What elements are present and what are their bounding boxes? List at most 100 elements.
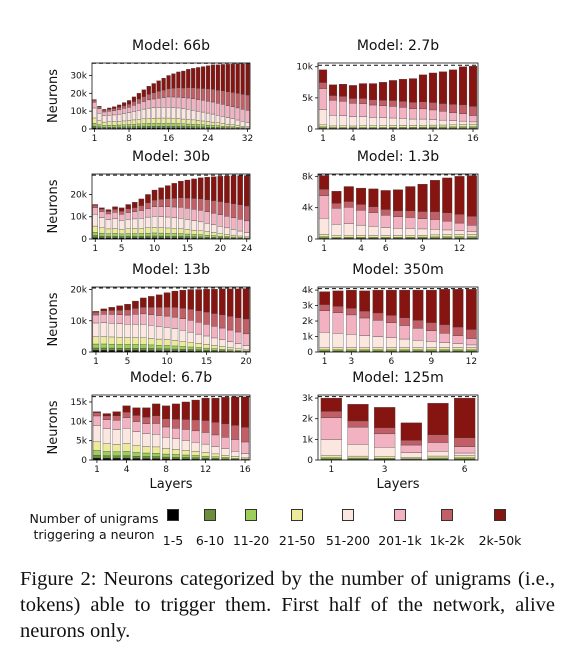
bar-segment [203, 344, 210, 349]
bar-segment [145, 227, 151, 234]
bar-segment [118, 229, 125, 235]
bar-segment [398, 79, 408, 102]
bar-segment [131, 96, 137, 102]
bar-segment [132, 344, 139, 349]
x-tick-label: 4 [350, 134, 356, 144]
bar-segment [378, 82, 388, 101]
x-tick-label: 8 [390, 134, 396, 144]
bar-segment [158, 227, 164, 234]
bar-segment [151, 92, 156, 100]
bar-segment [117, 104, 122, 108]
bar-segment [112, 126, 117, 129]
bar-segment [220, 116, 225, 124]
bar-segment [338, 84, 348, 97]
bar-segment [224, 234, 230, 237]
legend-swatch [167, 509, 179, 521]
x-tick-label: 5 [125, 357, 131, 367]
bar-segment [452, 326, 464, 337]
bar-segment [427, 442, 449, 452]
bar-segment [204, 231, 210, 236]
bar-segment [442, 220, 453, 231]
bar-segment [380, 227, 391, 236]
bar-segment [107, 115, 112, 122]
bar-segment [191, 399, 200, 421]
legend-item-201-1k: 201-1k [377, 509, 423, 548]
panel-title: Model: 6.7b [130, 370, 212, 386]
bar-segment [181, 118, 186, 124]
bar-segment [385, 289, 397, 316]
bar-segment [359, 335, 371, 348]
bar-segment [162, 453, 171, 458]
bar-segment [438, 71, 448, 104]
bar-segment [171, 348, 179, 351]
bar-segment [429, 219, 440, 230]
y-axis-label: Neurons [46, 69, 61, 123]
bar-segment [163, 339, 171, 346]
bar-segment [231, 439, 240, 452]
bar-segment [201, 100, 206, 113]
bar-segment [107, 126, 112, 129]
bar-segment [358, 125, 368, 128]
bar-segment [452, 343, 464, 348]
bar-segment [184, 219, 191, 230]
bar-segment [347, 455, 369, 459]
bar-segment [210, 64, 216, 90]
bar-segment [102, 111, 107, 116]
bar-segment [230, 203, 237, 218]
bar-segment [231, 456, 240, 459]
bar-segment [151, 189, 158, 201]
bar-segment [142, 407, 151, 418]
bar-segment [243, 175, 250, 207]
bar-segment [217, 226, 224, 234]
bar-segment [388, 125, 398, 128]
bar-segment [380, 190, 391, 210]
bar-segment [148, 348, 155, 351]
bar-segment [151, 83, 156, 93]
bar-segment [136, 123, 141, 127]
bar-segment [186, 97, 191, 110]
bar-segment [92, 311, 100, 313]
bar-segment [412, 319, 424, 329]
bar-segment [211, 313, 218, 327]
bar-segment [399, 289, 411, 318]
bar-segment [319, 195, 330, 219]
bar-segment [458, 104, 468, 114]
bar-segment [171, 228, 178, 234]
bar-segment [152, 423, 161, 435]
bar-segment [217, 233, 224, 237]
bar-segment [145, 235, 151, 238]
bar-segment [92, 450, 101, 456]
bar-segment [181, 419, 190, 430]
x-tick-label: 6 [462, 465, 468, 475]
panel-frame [317, 286, 479, 353]
bar-segment [142, 416, 151, 424]
bar-segment [152, 415, 161, 424]
bar-segment [332, 349, 344, 351]
bar-segment [234, 288, 242, 318]
bar-segment [221, 448, 230, 456]
bar-segment [132, 407, 141, 416]
bar-segment [107, 111, 112, 116]
bar-segment [399, 347, 411, 350]
bar-segment [140, 348, 147, 351]
bar-segment [178, 207, 184, 219]
legend-label: 1-5 [162, 533, 184, 548]
bar-segment [205, 65, 211, 89]
bar-segment [151, 123, 156, 127]
bar-segment [345, 289, 357, 309]
bar-segment [132, 415, 141, 422]
bar-segment [205, 112, 211, 122]
legend-swatch [441, 509, 453, 521]
bar-segment [319, 291, 331, 305]
bar-segment [187, 320, 194, 333]
x-axis-label: Layers [149, 477, 192, 492]
bar-segment [184, 208, 191, 220]
bar-segment [417, 228, 428, 236]
bar-segment [378, 117, 388, 126]
bar-segment [92, 102, 97, 109]
bar-segment [92, 232, 99, 236]
bar-segment [152, 403, 161, 416]
x-tick-label: 9 [420, 244, 426, 254]
bar-segment [136, 98, 141, 104]
bar-segment [122, 443, 131, 452]
